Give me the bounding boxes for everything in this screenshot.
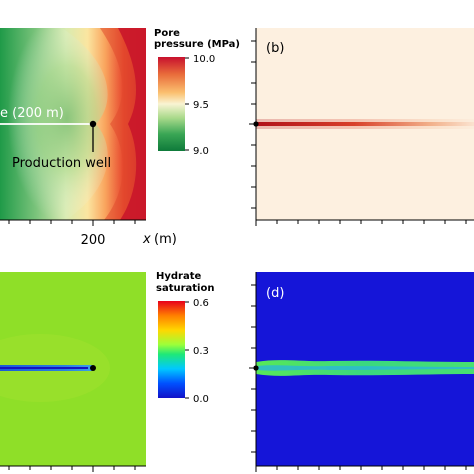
saturation-colorbar-tick-max: 0.6 bbox=[193, 298, 209, 309]
panel-b: (b) bbox=[249, 28, 474, 226]
panel-a-well-label: Production well bbox=[12, 156, 111, 171]
panel-d: (d) bbox=[249, 272, 474, 472]
panel-b-y-ticks bbox=[249, 40, 256, 209]
panel-a-x-axis-var: x bbox=[142, 232, 151, 247]
pressure-colorbar-gradient bbox=[158, 57, 185, 151]
panel-c-fracture-core bbox=[0, 367, 88, 369]
panel-b-label: (b) bbox=[266, 41, 284, 56]
panel-b-fracture bbox=[256, 122, 474, 126]
saturation-colorbar-title-1: Hydrate bbox=[156, 271, 202, 282]
pressure-colorbar-tick-max: 10.0 bbox=[193, 54, 215, 65]
saturation-colorbar: Hydrate saturation 0.6 0.3 0.0 bbox=[156, 271, 214, 405]
panel-a-production-well-marker bbox=[89, 120, 97, 128]
panel-b-x-ticks bbox=[255, 220, 467, 226]
panel-c-well-marker bbox=[90, 365, 96, 371]
pressure-colorbar-title-2: pressure (MPa) bbox=[154, 39, 240, 50]
panel-a-x-tick-label: 200 bbox=[81, 233, 106, 248]
panel-a-high-pressure-front bbox=[100, 28, 146, 220]
panel-a-high-pressure-edge bbox=[118, 28, 146, 220]
panel-a: e (200 m) Production well 200 x (m) bbox=[0, 28, 177, 248]
saturation-colorbar-title-2: saturation bbox=[156, 283, 214, 294]
pressure-colorbar-title-1: Pore bbox=[154, 28, 180, 39]
panel-d-label: (d) bbox=[266, 286, 284, 301]
panel-a-x-axis-unit: (m) bbox=[154, 232, 177, 247]
panel-a-x-minor-ticks bbox=[8, 220, 136, 224]
pressure-colorbar-tick-mid: 9.5 bbox=[193, 100, 209, 111]
panel-d-x-ticks bbox=[255, 466, 467, 472]
saturation-colorbar-tick-min: 0.0 bbox=[193, 394, 209, 405]
panel-a-fracture-label: e (200 m) bbox=[0, 106, 64, 121]
panel-d-fracture-inner bbox=[258, 365, 474, 371]
pressure-colorbar-tick-min: 9.0 bbox=[193, 146, 209, 157]
panel-c bbox=[0, 272, 146, 472]
saturation-colorbar-tick-mid: 0.3 bbox=[193, 346, 209, 357]
saturation-colorbar-gradient bbox=[158, 301, 185, 398]
panel-d-y-ticks bbox=[249, 284, 256, 453]
panel-c-x-ticks bbox=[8, 466, 136, 472]
pressure-colorbar: Pore pressure (MPa) 10.0 9.5 9.0 bbox=[154, 28, 240, 157]
